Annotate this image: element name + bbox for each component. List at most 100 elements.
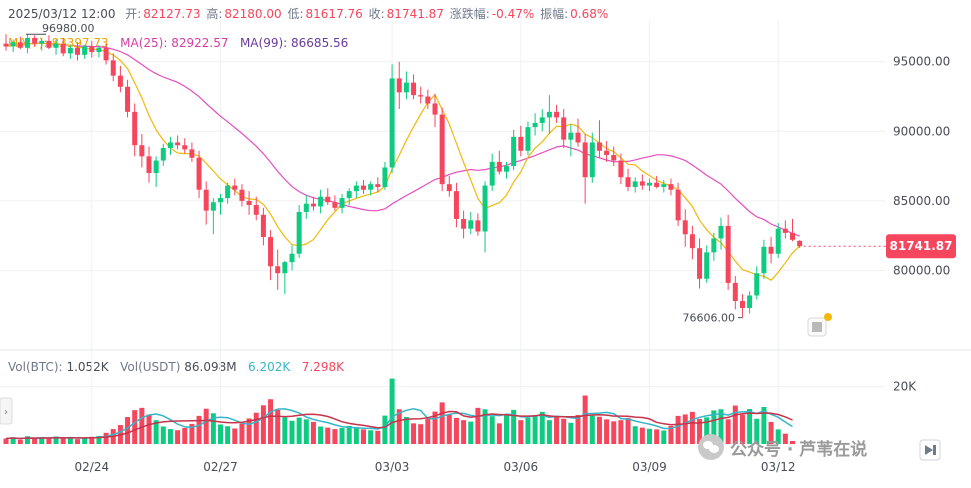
volume-bar bbox=[554, 415, 560, 444]
candle-body bbox=[346, 191, 352, 199]
candle-body bbox=[625, 177, 631, 187]
candle-body bbox=[60, 43, 66, 54]
candle-body bbox=[218, 198, 223, 203]
candle-body bbox=[504, 166, 509, 172]
candle-body bbox=[647, 182, 652, 186]
volume-bar bbox=[718, 409, 724, 444]
time-axis-label: 02/27 bbox=[203, 460, 238, 474]
vol-btc-label: Vol(BTC): bbox=[8, 360, 63, 374]
change-label: 涨跌幅: bbox=[449, 7, 490, 21]
candle-body bbox=[661, 184, 667, 187]
vol-usdt-value: 86.098M bbox=[184, 360, 237, 374]
candle-body bbox=[411, 82, 417, 96]
candle-body bbox=[303, 203, 309, 212]
candle-body bbox=[282, 262, 288, 274]
candle-body bbox=[747, 295, 753, 308]
volume-bar bbox=[260, 405, 266, 444]
candle-body bbox=[318, 196, 324, 207]
volume-bar bbox=[432, 411, 438, 444]
volume-ma-line bbox=[5, 408, 793, 440]
volume-bar bbox=[461, 420, 467, 444]
price-tag-text: 81741.87 bbox=[889, 239, 952, 253]
candle-body bbox=[539, 117, 545, 123]
volume-bar bbox=[596, 416, 602, 444]
candle-body bbox=[675, 189, 681, 221]
volume-bar bbox=[675, 415, 681, 444]
candle-body bbox=[153, 160, 159, 174]
candle-body bbox=[75, 47, 80, 55]
scroll-left-handle[interactable]: › bbox=[0, 397, 13, 425]
volume-bar bbox=[654, 429, 660, 444]
candle-body bbox=[761, 246, 767, 274]
time-axis-label: 02/24 bbox=[75, 460, 110, 474]
candle-body bbox=[82, 46, 88, 55]
volume-bar bbox=[782, 433, 788, 444]
amplitude-label: 振幅: bbox=[540, 7, 569, 21]
volume-bar bbox=[368, 430, 374, 444]
candle-body bbox=[361, 185, 366, 190]
volume-bar bbox=[10, 437, 16, 444]
candle-body bbox=[782, 228, 788, 233]
volume-bar bbox=[225, 426, 231, 444]
scroll-to-latest-icon[interactable] bbox=[919, 439, 941, 461]
candle-date: 2025/03/12 12:00 bbox=[8, 7, 116, 21]
notification-icon[interactable] bbox=[807, 313, 832, 337]
volume-bar bbox=[632, 426, 638, 444]
volume-bar bbox=[732, 405, 738, 444]
low-label: 低: bbox=[287, 7, 304, 21]
volume-bar bbox=[389, 378, 395, 444]
close-label: 收: bbox=[368, 7, 385, 21]
time-axis[interactable]: 02/24 02/27 03/03 03/06 03/09 03/12 bbox=[75, 460, 796, 474]
price-axis[interactable]: 95000.00 90000.00 85000.00 80000.00 bbox=[893, 55, 950, 278]
low-marker-text: 76606.00 bbox=[683, 312, 736, 325]
volume-bar bbox=[582, 395, 588, 444]
volume-bar bbox=[561, 418, 567, 444]
volume-bar bbox=[75, 439, 80, 444]
candle-body bbox=[167, 142, 173, 148]
candle-body bbox=[561, 117, 567, 140]
volume-bar bbox=[739, 414, 745, 444]
candle-body bbox=[604, 150, 610, 155]
volume-bar bbox=[439, 402, 445, 444]
volume-bar bbox=[747, 408, 753, 444]
candle-body bbox=[718, 225, 724, 239]
volume-bar bbox=[489, 416, 495, 444]
candle-body bbox=[775, 228, 781, 254]
volume-bar bbox=[532, 416, 538, 444]
candle-body bbox=[582, 142, 588, 178]
candle-body bbox=[46, 40, 52, 48]
candle-body bbox=[175, 142, 181, 146]
candle-body bbox=[96, 47, 102, 52]
amplitude-value: 0.68% bbox=[570, 7, 609, 21]
volume-bar bbox=[761, 406, 767, 444]
vol-ma-a-value: 6.202K bbox=[248, 360, 291, 374]
volume-bar bbox=[604, 419, 610, 444]
price-tag: 81741.87 bbox=[886, 234, 956, 259]
candle-body bbox=[196, 157, 202, 190]
candle-body bbox=[575, 132, 581, 143]
volume-bar bbox=[711, 410, 717, 444]
volume-bar bbox=[210, 413, 216, 444]
volume-bar bbox=[132, 410, 138, 444]
price-tag-background bbox=[886, 234, 956, 259]
volume-bar bbox=[318, 426, 324, 444]
volume-bar bbox=[768, 421, 774, 444]
candle-body bbox=[797, 240, 803, 247]
candle-body bbox=[425, 96, 431, 104]
candle-body bbox=[289, 253, 295, 263]
volume-bar bbox=[625, 417, 631, 444]
candle-body bbox=[518, 136, 524, 151]
volume-bar bbox=[618, 420, 624, 444]
volume-bar bbox=[153, 420, 159, 444]
candle-body bbox=[496, 161, 502, 172]
volume-bar bbox=[725, 419, 731, 444]
volume-bar bbox=[89, 436, 95, 444]
volume-bar bbox=[46, 438, 52, 444]
volume-bar bbox=[418, 424, 424, 444]
volume-bar bbox=[518, 420, 524, 444]
volume-bar bbox=[275, 409, 281, 444]
volume-bar bbox=[375, 430, 381, 444]
volume-bar bbox=[203, 408, 209, 444]
volume-bar bbox=[253, 412, 259, 444]
